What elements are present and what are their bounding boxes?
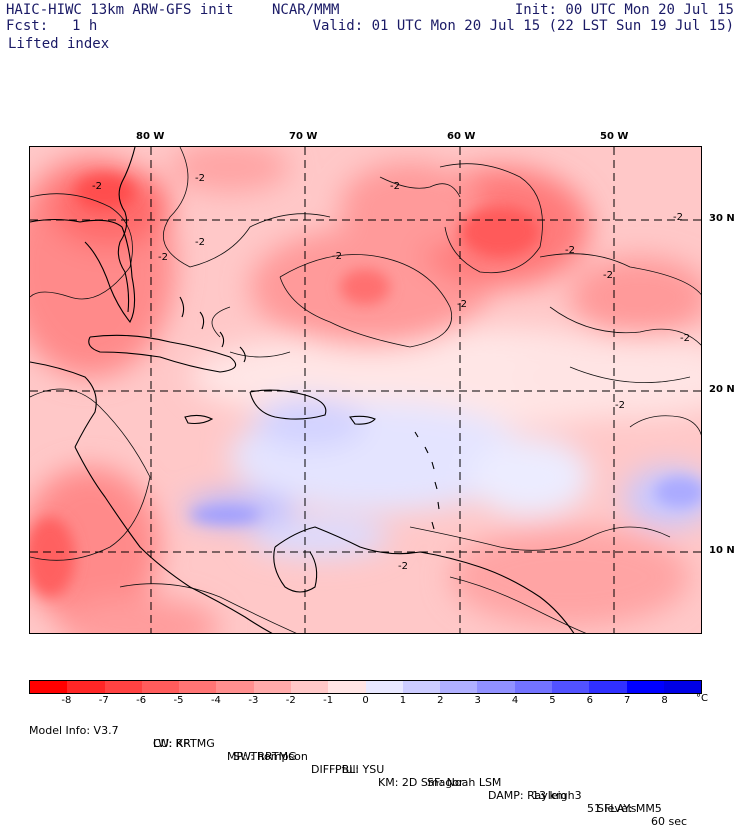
colorbar-tick-label: -7 [98,695,109,706]
colorbar-tick-label: 5 [549,695,556,706]
colorbar-swatch [589,681,627,693]
contour-label: -2 [195,173,205,184]
lifted-index-map: -2 -2 -2 -2 -2 -2 -2 -2 -2 -2 -2 -2 -2 [29,146,702,634]
colorbar-swatch [477,681,515,693]
colorbar-swatch [402,681,441,693]
footer-sw: SW: RRTMG [233,750,297,763]
colorbar-swatch [551,681,590,693]
colorbar-swatch [663,681,702,693]
footer-line-2: LW: RRTMG SW: RRTMG DIFF: full KM: 2D Sm… [29,724,709,815]
colorbar-tick-label: 6 [586,695,594,706]
lon-label-70w: 70 W [289,131,318,142]
latlon-grid [30,147,701,633]
colorbar-tick-label: 0 [362,695,369,706]
footer-lw: LW: RRTMG [153,737,215,750]
colorbar-swatch [514,681,552,693]
footer-sflay: SFLAY: MM5 [597,802,662,815]
footer-damp: DAMP: Rayleigh3 [488,789,582,802]
colorbar-swatch [290,681,329,693]
colorbar [29,680,702,694]
lon-label-80w: 80 W [136,131,165,142]
colorbar-swatch [67,681,105,693]
contour-label: -2 [680,333,690,344]
footer-timestep: 60 sec [651,815,688,828]
colorbar-swatch [104,681,142,693]
colorbar-swatch [216,681,254,693]
colorbar-tick-label: -8 [61,695,72,706]
colorbar-tick-label: 7 [624,695,631,706]
contour-label: -2 [332,251,342,262]
colorbar-tick-label: -1 [323,695,334,706]
colorbar-tick-label: 3 [474,695,481,706]
model-title: HAIC-HIWC 13km ARW-GFS init [6,2,234,18]
lat-label-20n: 20 N [709,384,735,395]
contour-label: -2 [92,181,102,192]
footer-model-info: Model Info: V3.7 [29,724,119,737]
footer-diff: DIFF: full [311,763,359,776]
lat-label-10n: 10 N [709,545,735,556]
lon-label-60w: 60 W [447,131,476,142]
contour-label: -2 [673,212,683,223]
colorbar-tick-label: -5 [173,695,184,706]
colorbar-tick-label: 2 [437,695,444,706]
lat-label-30n: 30 N [709,213,735,224]
contour-label: -2 [158,252,168,263]
colorbar-swatch [440,681,478,693]
colorbar-tick-label: -6 [136,695,147,706]
footer-km: KM: 2D Smagor [378,776,464,789]
colorbar-swatch [626,681,664,693]
contour-lines [30,147,701,633]
contour-label: -2 [457,299,467,310]
contour-label: -2 [195,237,205,248]
colorbar-swatch [365,681,403,693]
colorbar-tick-label: -4 [210,695,221,706]
colorbar-swatch [30,681,68,693]
colorbar-swatch [179,681,217,693]
colorbar-swatch [141,681,180,693]
colorbar-tick-label: 4 [511,695,519,706]
contour-label-group: -2 -2 -2 -2 -2 -2 -2 -2 -2 -2 -2 -2 -2 [92,173,690,572]
colorbar-unit: °C [696,693,708,704]
colorbar-tick-label: -3 [248,695,259,706]
contour-label: -2 [603,270,613,281]
contour-label: -2 [398,561,408,572]
colorbar-swatch [328,681,366,693]
field-name: Lifted index [8,36,110,52]
lon-label-50w: 50 W [600,131,629,142]
colorbar-tick-labels: -8 -7 -6 -5 -4 -3 -2 -1 0 1 2 3 4 5 6 7 8 [29,695,702,707]
init-time: Init: 00 UTC Mon 20 Jul 15 [514,2,734,18]
forecast-label: Fcst: [6,18,49,34]
contour-label: -2 [615,400,625,411]
colorbar-tick-label: -2 [285,695,296,706]
colorbar-tick-label: 1 [399,695,407,706]
forecast-hour: 1 h [72,18,98,34]
valid-time: Valid: 01 UTC Mon 20 Jul 15 (22 LST Sun … [312,18,734,34]
colorbar-tick-label: 8 [661,695,668,706]
colorbar-swatch [253,681,291,693]
institution: NCAR/MMM [272,2,340,18]
contour-label: -2 [565,245,575,256]
contour-label: -2 [390,181,400,192]
